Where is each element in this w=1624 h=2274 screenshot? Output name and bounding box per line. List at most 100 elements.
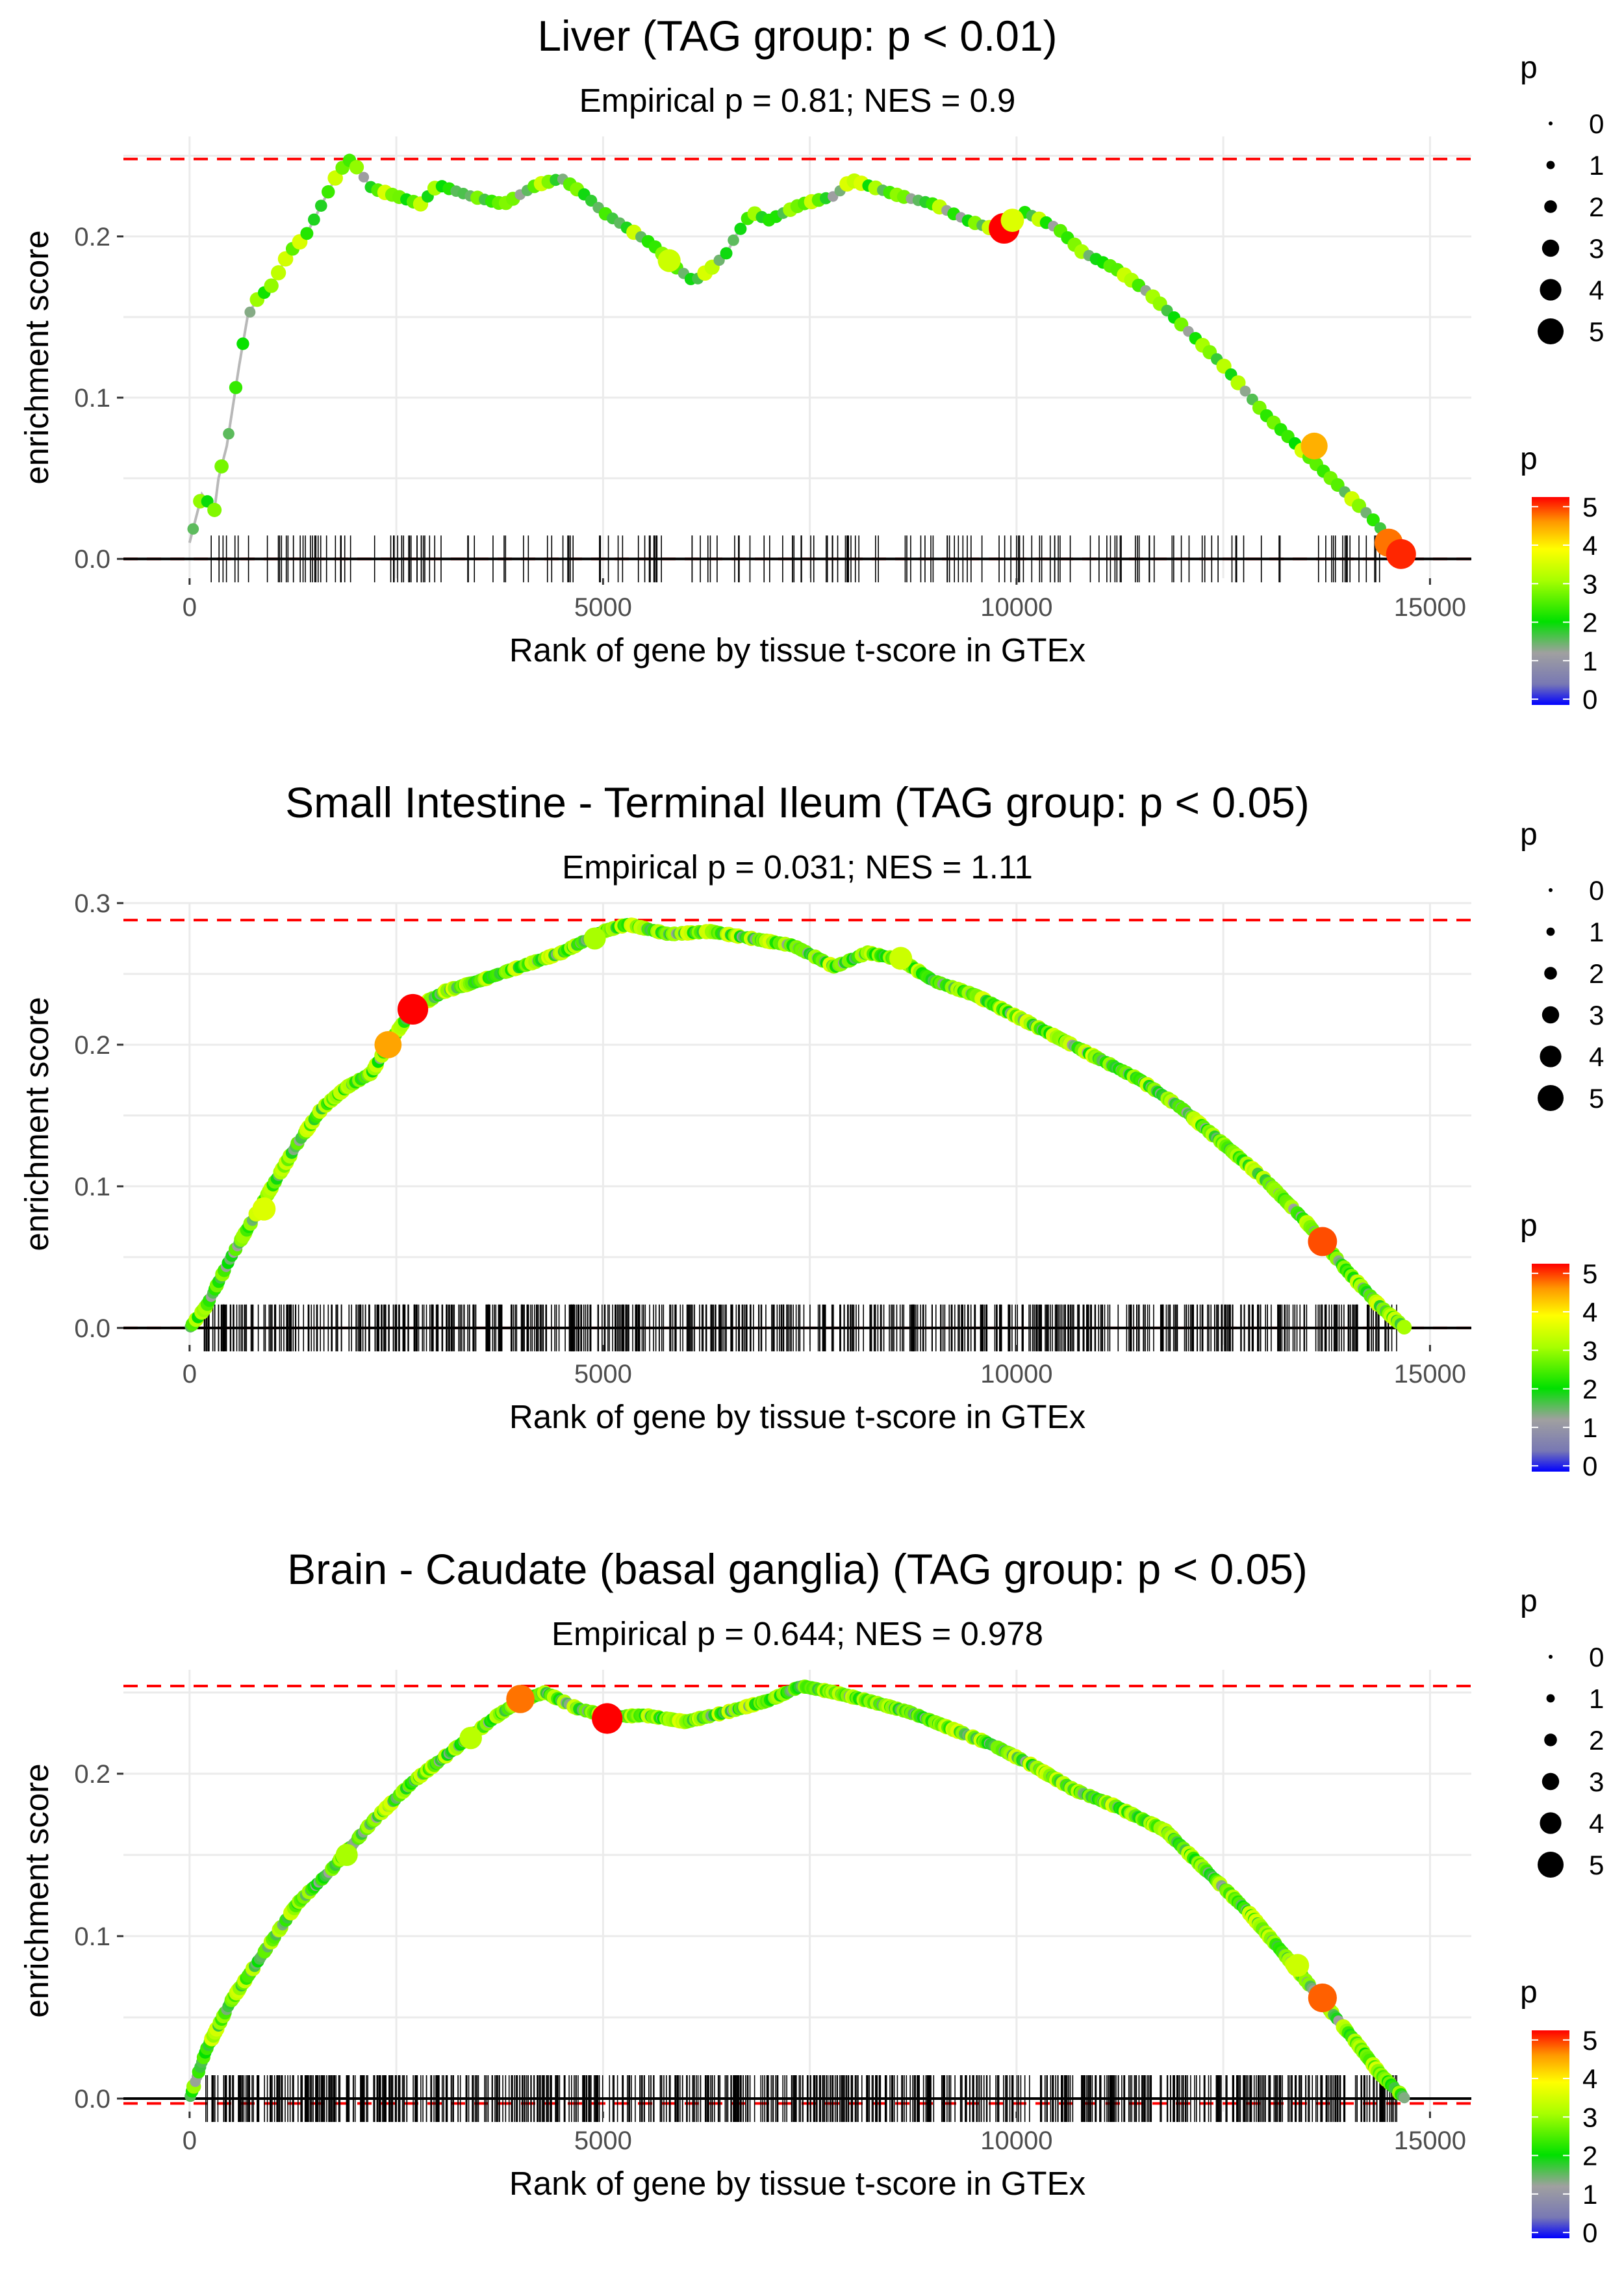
legend-size-title: p <box>1520 817 1538 852</box>
grid <box>123 1670 1471 2112</box>
highlight-point <box>1308 1983 1337 2013</box>
color-bar-label: 0 <box>1582 684 1597 715</box>
legend-size-dot <box>1549 888 1553 892</box>
data-point <box>264 278 279 293</box>
data-point <box>214 459 229 474</box>
x-axis-label: Rank of gene by tissue t-score in GTEx <box>509 1398 1085 1435</box>
legend-size-label: 2 <box>1589 958 1604 989</box>
color-bar-label: 4 <box>1582 530 1597 561</box>
color-bar-label: 2 <box>1582 1374 1597 1405</box>
highlight-point <box>335 1844 358 1866</box>
color-bar <box>1532 497 1569 705</box>
chart-panel-3: Brain - Caudate (basal ganglia) (TAG gro… <box>18 1545 1604 2248</box>
y-axis-label: enrichment score <box>18 997 55 1251</box>
legend-size: p 0 1 2 3 4 5 <box>1520 1584 1604 1880</box>
legend-size-label: 2 <box>1589 192 1604 222</box>
curve-points <box>184 1679 1410 2104</box>
legend-size-label: 2 <box>1589 1725 1604 1756</box>
data-point <box>322 185 335 199</box>
highlight-point <box>583 927 606 950</box>
legend-size-dot <box>1538 1852 1564 1878</box>
curve-points <box>187 153 1416 569</box>
x-axis-label: Rank of gene by tissue t-score in GTEx <box>509 632 1085 669</box>
legend-size-label: 3 <box>1589 1767 1604 1797</box>
data-point <box>728 234 739 246</box>
legend-size-dot <box>1546 1694 1555 1703</box>
highlight-point <box>592 1703 623 1734</box>
color-bar-label: 4 <box>1582 2063 1597 2094</box>
x-axis-label: Rank of gene by tissue t-score in GTEx <box>509 2165 1085 2202</box>
legend-color: p 5 4 3 2 1 0 <box>1520 442 1597 715</box>
data-point <box>229 381 243 394</box>
y-axis-label: enrichment score <box>18 1763 55 2017</box>
data-point <box>207 502 222 517</box>
data-point <box>187 523 199 535</box>
data-point <box>1239 385 1251 397</box>
legend-size-label: 3 <box>1589 233 1604 264</box>
color-bar-label: 2 <box>1582 607 1597 638</box>
chart-subtitle: Empirical p = 0.031; NES = 1.11 <box>562 849 1033 886</box>
legend-size-dot <box>1542 1772 1560 1791</box>
legend-size-label: 0 <box>1589 875 1604 906</box>
color-bar-label: 5 <box>1582 492 1597 522</box>
legend-size-dot <box>1546 160 1555 170</box>
color-bar-label: 3 <box>1582 568 1597 599</box>
legend-size: p 0 1 2 3 4 5 <box>1520 51 1604 347</box>
x-tick-label: 10000 <box>980 593 1052 622</box>
x-tick-label: 15000 <box>1394 1360 1466 1388</box>
legend-size-label: 4 <box>1589 1808 1604 1839</box>
data-point <box>300 227 314 240</box>
x-tick-label: 0 <box>183 1360 197 1388</box>
data-point <box>244 306 256 318</box>
color-bar-label: 5 <box>1582 1258 1597 1289</box>
highlight-point <box>1308 1227 1338 1257</box>
highlight-point <box>397 993 429 1025</box>
legend-size-dot <box>1544 200 1557 213</box>
legend-size-dot <box>1542 1006 1560 1024</box>
legend-size-dot <box>1544 967 1557 980</box>
chart-title: Small Intestine - Terminal Ileum (TAG gr… <box>285 778 1310 826</box>
x-tick-label: 10000 <box>980 1360 1052 1388</box>
color-bar-label: 1 <box>1582 2179 1597 2210</box>
data-point <box>1366 513 1380 527</box>
grid <box>123 902 1471 1345</box>
chart-panel-2: Small Intestine - Terminal Ileum (TAG gr… <box>18 778 1604 1481</box>
data-point <box>1230 375 1246 390</box>
chart-panel-1: Liver (TAG group: p < 0.01) Empirical p =… <box>18 12 1604 715</box>
curve-points <box>184 917 1412 1335</box>
color-bar-label: 4 <box>1582 1297 1597 1327</box>
color-bar-label: 2 <box>1582 2141 1597 2171</box>
highlight-point <box>459 1726 482 1750</box>
data-point <box>314 199 327 212</box>
highlight-point <box>1286 1954 1310 1977</box>
legend-size-dot <box>1538 1085 1564 1111</box>
color-bar <box>1532 1264 1569 1472</box>
x-tick-label: 15000 <box>1394 593 1466 622</box>
y-tick-label: 0.2 <box>74 1760 110 1789</box>
legend-color-title: p <box>1520 1208 1538 1243</box>
y-tick-label: 0.1 <box>74 1173 110 1201</box>
legend-size-dot <box>1540 1045 1562 1067</box>
color-bar-label: 1 <box>1582 646 1597 676</box>
legend-size-label: 5 <box>1589 1083 1604 1114</box>
highlight-point <box>252 1197 276 1221</box>
data-point <box>349 160 364 175</box>
legend-size-label: 1 <box>1589 917 1604 947</box>
legend-size-label: 0 <box>1589 109 1604 139</box>
x-tick-label: 5000 <box>574 1360 632 1388</box>
highlight-point <box>657 249 681 272</box>
legend-color-title: p <box>1520 1975 1538 2010</box>
axes: 0 5000 10000 15000 0.0 0.1 0.2 Rank of gene by … <box>18 223 1466 669</box>
highlight-point <box>889 947 913 970</box>
data-point <box>358 172 370 183</box>
y-tick-label: 0.0 <box>74 2085 110 2114</box>
legend-size-label: 0 <box>1589 1642 1604 1672</box>
legend-size-title: p <box>1520 1584 1538 1618</box>
legend-size-dot <box>1540 1812 1562 1834</box>
data-point <box>308 213 320 226</box>
data-point <box>720 247 733 260</box>
x-tick-label: 10000 <box>980 2127 1052 2155</box>
x-tick-label: 5000 <box>574 593 632 622</box>
data-point <box>1397 1320 1412 1335</box>
